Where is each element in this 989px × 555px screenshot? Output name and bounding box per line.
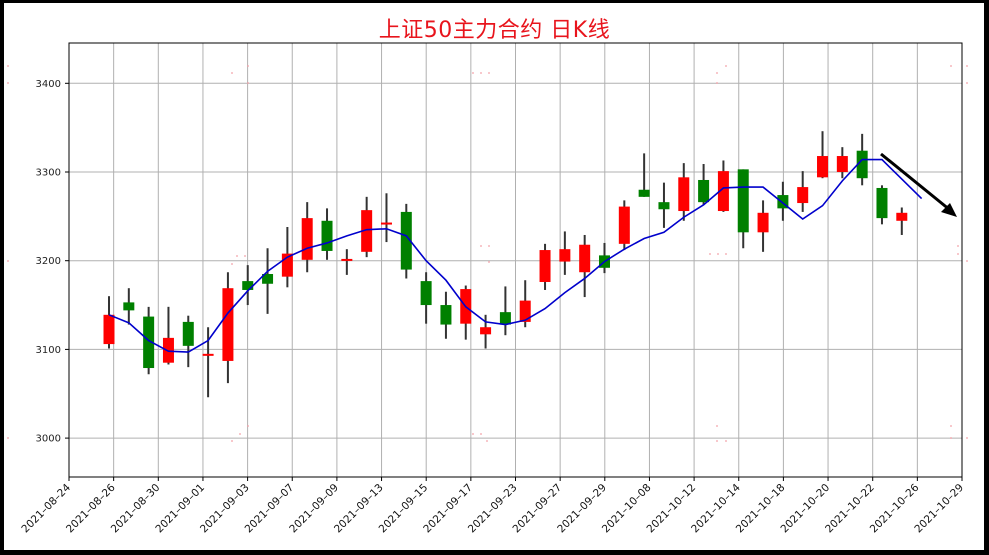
candle-up — [162, 306, 174, 365]
candle-down — [123, 288, 135, 325]
candle-up — [559, 231, 571, 275]
candle-up — [103, 296, 115, 349]
candle-down — [777, 181, 789, 221]
candle-up — [539, 243, 551, 290]
chart-title: 上证50主力合约 日K线 — [378, 18, 611, 43]
candle-down — [499, 286, 511, 336]
candle-down — [440, 291, 452, 339]
candle-up — [618, 200, 630, 251]
y-tick-label: 3300 — [36, 168, 61, 179]
candle-up — [301, 202, 313, 273]
candle-up — [380, 193, 392, 243]
y-tick-label: 3100 — [36, 345, 61, 356]
grid-lines — [69, 43, 962, 477]
candle-up — [717, 160, 729, 212]
candle-up — [341, 249, 353, 275]
trend-arrow-icon — [880, 152, 957, 217]
x-axis: 2021–08–242021–08–262021–08–302021–09–01… — [19, 477, 966, 535]
candle-down — [698, 164, 710, 205]
y-tick-label: 3000 — [36, 434, 61, 445]
candle-up — [757, 200, 769, 252]
y-axis: 3000 3100 3200 3300 3400 — [36, 79, 69, 445]
candle-up — [202, 327, 214, 398]
candle-down — [262, 248, 274, 314]
candles — [103, 131, 908, 398]
candle-down — [599, 242, 610, 274]
y-tick-label: 3400 — [36, 79, 61, 90]
candle-up — [460, 285, 472, 340]
candle-down — [876, 185, 888, 225]
candle-up — [678, 163, 690, 221]
y-tick-label: 3200 — [36, 256, 61, 267]
ma-line — [108, 158, 923, 353]
candle-down — [658, 182, 670, 228]
candle-up — [480, 314, 492, 349]
candle-up — [797, 171, 809, 212]
candle-down — [182, 315, 194, 368]
candle-up — [222, 272, 234, 384]
candle-down — [638, 153, 650, 197]
candle-up — [579, 234, 591, 298]
candle-down — [242, 265, 254, 306]
candle-up — [817, 131, 829, 179]
candle-up — [361, 196, 373, 258]
candle-down — [737, 169, 749, 249]
candle-down — [420, 272, 432, 324]
candle-up — [836, 147, 848, 179]
candle-up — [896, 207, 908, 235]
candle-down — [321, 208, 333, 260]
candle-down — [400, 203, 412, 279]
marker-dots — [7, 65, 968, 442]
